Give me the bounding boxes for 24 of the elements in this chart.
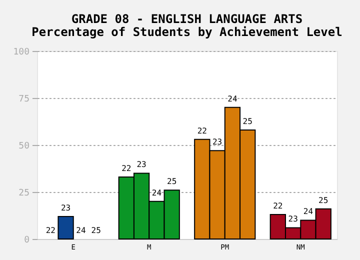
bar xyxy=(58,216,74,240)
text: 25 xyxy=(318,196,328,205)
text: 22 xyxy=(197,126,207,136)
text: 24 xyxy=(76,226,86,235)
y-tick-label: 25 xyxy=(18,188,30,198)
y-tick-label: 75 xyxy=(18,94,30,104)
y-tick-label: 100 xyxy=(13,48,30,58)
y-tick-label: 50 xyxy=(18,142,30,152)
text: 23 xyxy=(136,160,146,170)
series-label: 24 xyxy=(152,188,162,198)
series-label: 25 xyxy=(167,177,177,186)
text: 22 xyxy=(273,202,283,211)
text: 25 xyxy=(242,116,252,126)
text: 23 xyxy=(288,214,298,224)
series-label: 22 xyxy=(122,164,132,173)
chart-subtitle: Percentage of Students by Achievement Level xyxy=(32,25,342,39)
text: 25 xyxy=(91,226,101,235)
chart-title: GRADE 08 - ENGLISH LANGUAGE ARTS xyxy=(71,12,303,26)
text: 24 xyxy=(303,207,314,216)
text: 24 xyxy=(228,94,238,104)
y-tick-label: 0 xyxy=(24,236,30,246)
series-label: 23 xyxy=(60,203,71,212)
text: 22 xyxy=(46,226,56,235)
text: 23 xyxy=(212,138,222,147)
